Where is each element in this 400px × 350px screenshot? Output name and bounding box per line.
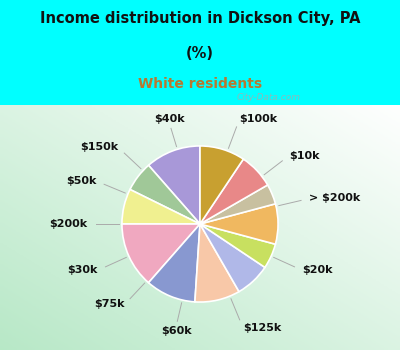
Text: $50k: $50k [66, 176, 96, 186]
Wedge shape [148, 146, 200, 224]
Wedge shape [122, 189, 200, 224]
Wedge shape [200, 159, 268, 224]
Text: > $200k: > $200k [310, 194, 361, 203]
Text: (%): (%) [186, 46, 214, 61]
Wedge shape [130, 165, 200, 224]
Text: Income distribution in Dickson City, PA: Income distribution in Dickson City, PA [40, 10, 360, 26]
Text: $10k: $10k [289, 150, 320, 161]
Wedge shape [122, 224, 200, 283]
Wedge shape [200, 185, 276, 224]
Text: $125k: $125k [243, 323, 281, 333]
Wedge shape [195, 224, 239, 302]
Text: $60k: $60k [161, 326, 192, 336]
Text: White residents: White residents [138, 77, 262, 91]
Wedge shape [200, 204, 278, 244]
Text: $150k: $150k [80, 142, 118, 152]
Wedge shape [200, 146, 243, 224]
Wedge shape [200, 224, 265, 292]
Text: $200k: $200k [50, 219, 88, 229]
Text: $20k: $20k [302, 265, 333, 275]
Text: $40k: $40k [154, 114, 185, 124]
Wedge shape [200, 224, 276, 267]
Text: $30k: $30k [67, 265, 98, 275]
Text: City-Data.com: City-Data.com [236, 93, 300, 101]
Text: $100k: $100k [240, 114, 278, 124]
Text: $75k: $75k [95, 299, 125, 309]
Wedge shape [148, 224, 200, 302]
